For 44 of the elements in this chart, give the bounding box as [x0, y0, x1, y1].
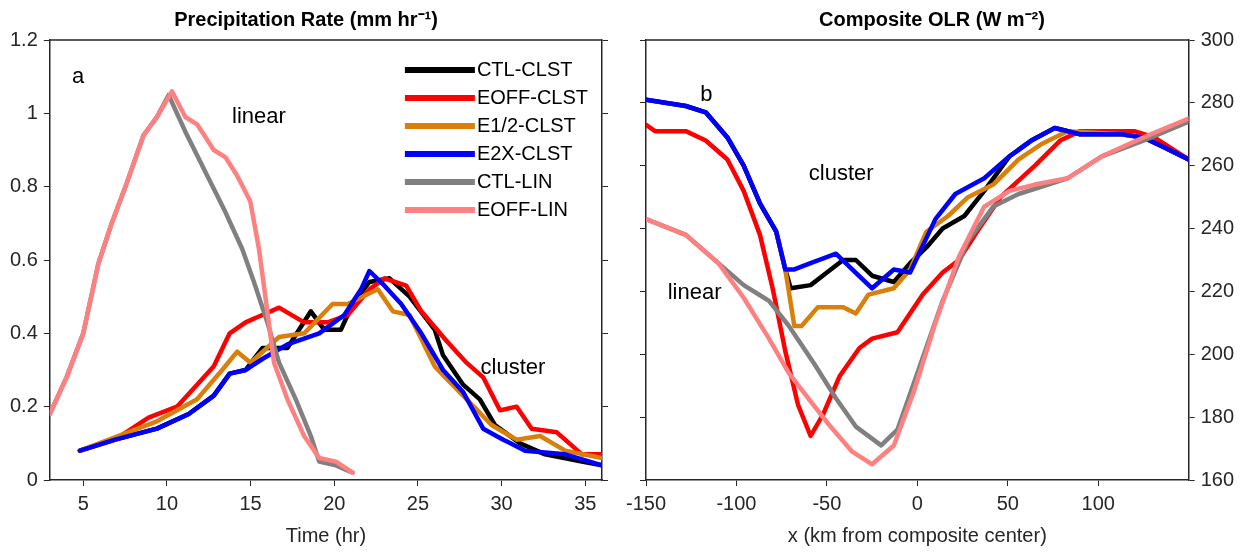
- annotation: cluster: [808, 160, 874, 186]
- x-tick-label: 20: [323, 491, 346, 514]
- y2-tick-label: 240: [1200, 216, 1235, 239]
- y-tick-label: 0.2: [9, 394, 38, 417]
- y2-tick-label: 200: [1200, 341, 1235, 364]
- x-tick-label: 100: [1081, 491, 1115, 514]
- x-axis-title: x (km from composite center): [787, 523, 1047, 546]
- y2-tick-label: 280: [1200, 90, 1235, 113]
- x-tick-label: 0: [911, 491, 923, 514]
- y-tick-label: 0.4: [9, 320, 38, 343]
- x-tick-label: -150: [626, 491, 667, 514]
- y2-tick-label: 160: [1200, 467, 1235, 490]
- x-tick-label: 30: [490, 491, 513, 514]
- legend-label: CTL-CLST: [476, 57, 573, 80]
- y2-tick-label: 180: [1200, 404, 1235, 427]
- legend-label: EOFF-LIN: [476, 197, 569, 220]
- legend-label: CTL-LIN: [476, 169, 553, 192]
- annotation: linear: [667, 279, 722, 305]
- annotation: b: [700, 81, 713, 107]
- x-tick-label: 35: [574, 491, 597, 514]
- annotation: a: [71, 63, 85, 89]
- x-tick-label: 5: [77, 491, 89, 514]
- x-tick-label: 25: [406, 491, 430, 514]
- x-tick-label: 15: [239, 491, 262, 514]
- chart-title: Composite OLR (W m⁻²): [819, 7, 1045, 30]
- x-tick-label: 50: [996, 491, 1019, 514]
- y2-tick-label: 220: [1200, 278, 1235, 301]
- y-tick-label: 0: [26, 467, 38, 490]
- annotation: linear: [232, 103, 286, 129]
- x-tick-label: -50: [812, 491, 842, 514]
- legend-label: E1/2-CLST: [476, 113, 576, 136]
- legend-label: E2X-CLST: [476, 141, 573, 164]
- annotation: cluster: [480, 353, 546, 379]
- y-tick-label: 1.2: [9, 27, 38, 50]
- y2-tick-label: 300: [1200, 27, 1235, 50]
- chart-title: Precipitation Rate (mm hr⁻¹): [174, 7, 438, 30]
- y-tick-label: 0.6: [9, 247, 38, 270]
- x-axis-title: Time (hr): [285, 523, 367, 546]
- y-tick-label: 0.8: [9, 174, 38, 197]
- y-tick-label: 1: [26, 100, 38, 123]
- x-tick-label: -100: [716, 491, 757, 514]
- legend-label: EOFF-CLST: [476, 85, 589, 108]
- x-tick-label: 10: [155, 491, 179, 514]
- y2-tick-label: 260: [1200, 153, 1235, 176]
